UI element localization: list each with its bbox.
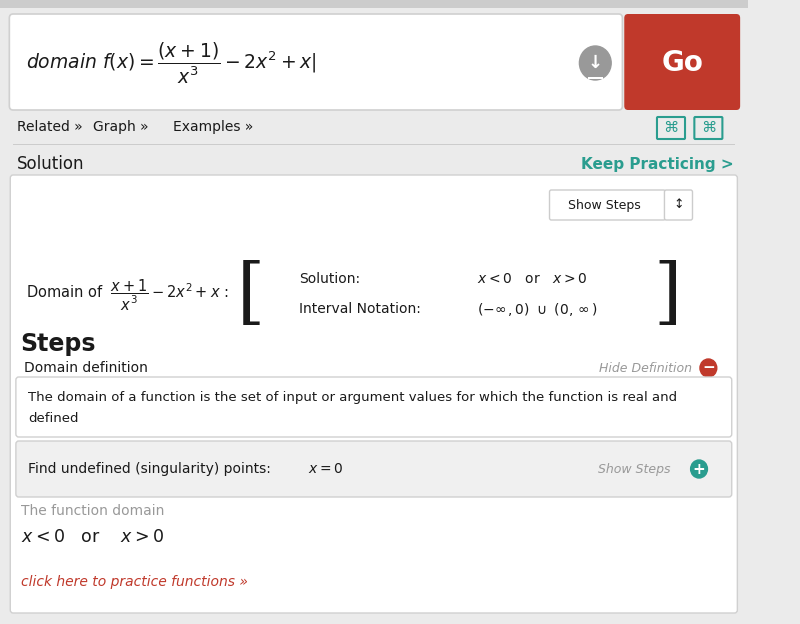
Text: Show Steps: Show Steps	[598, 462, 671, 475]
Circle shape	[690, 460, 707, 478]
Text: $x = 0$: $x = 0$	[308, 462, 344, 476]
FancyBboxPatch shape	[624, 14, 740, 110]
FancyBboxPatch shape	[16, 441, 732, 497]
Text: $x < 0$   or    $x > 0$: $x < 0$ or $x > 0$	[21, 528, 163, 546]
Circle shape	[579, 46, 611, 80]
Text: $(-\infty\,,0)\ \cup\ (0,\,\infty\,)$: $(-\infty\,,0)\ \cup\ (0,\,\infty\,)$	[477, 301, 597, 318]
Bar	[0, 0, 748, 8]
Text: ↕: ↕	[674, 198, 684, 212]
Text: +: +	[693, 462, 706, 477]
Text: Keep Practicing >: Keep Practicing >	[581, 157, 734, 172]
Text: Domain definition: Domain definition	[24, 361, 148, 375]
FancyBboxPatch shape	[16, 377, 732, 437]
Bar	[588, 77, 602, 79]
FancyBboxPatch shape	[10, 175, 738, 613]
Text: Go: Go	[662, 49, 703, 77]
Text: Hide Definition: Hide Definition	[598, 361, 691, 374]
Text: ↓: ↓	[588, 54, 603, 72]
Text: Examples »: Examples »	[173, 120, 254, 134]
Text: Graph »: Graph »	[94, 120, 149, 134]
Text: Solution:: Solution:	[299, 272, 360, 286]
Text: Steps: Steps	[21, 332, 96, 356]
Text: $x < 0$   or   $x > 0$: $x < 0$ or $x > 0$	[477, 272, 586, 286]
Text: Find undefined (singularity) points:: Find undefined (singularity) points:	[28, 462, 271, 476]
FancyBboxPatch shape	[550, 190, 666, 220]
Text: ]: ]	[653, 260, 682, 330]
Text: ⌘: ⌘	[701, 120, 716, 135]
Text: Interval Notation:: Interval Notation:	[299, 302, 421, 316]
Text: $\mathit{domain}\ f(x) = \dfrac{(x+1)}{x^3} - 2x^2 + x$$|$: $\mathit{domain}\ f(x) = \dfrac{(x+1)}{x…	[26, 41, 317, 85]
Text: [: [	[236, 260, 265, 330]
Text: The function domain: The function domain	[21, 504, 164, 518]
Circle shape	[700, 359, 717, 377]
Text: Solution: Solution	[17, 155, 84, 173]
Text: click here to practice functions »: click here to practice functions »	[21, 575, 247, 589]
FancyBboxPatch shape	[10, 14, 622, 110]
Text: The domain of a function is the set of input or argument values for which the fu: The domain of a function is the set of i…	[28, 391, 677, 404]
FancyBboxPatch shape	[665, 190, 693, 220]
Text: Domain of  $\dfrac{x+1}{x^3} - 2x^2+x$ :: Domain of $\dfrac{x+1}{x^3} - 2x^2+x$ :	[26, 278, 229, 313]
Bar	[13, 144, 734, 145]
Text: Show Steps: Show Steps	[568, 198, 641, 212]
Text: −: −	[702, 361, 714, 376]
Text: ⌘: ⌘	[663, 120, 678, 135]
Text: defined: defined	[28, 411, 78, 424]
Text: Related »: Related »	[17, 120, 82, 134]
